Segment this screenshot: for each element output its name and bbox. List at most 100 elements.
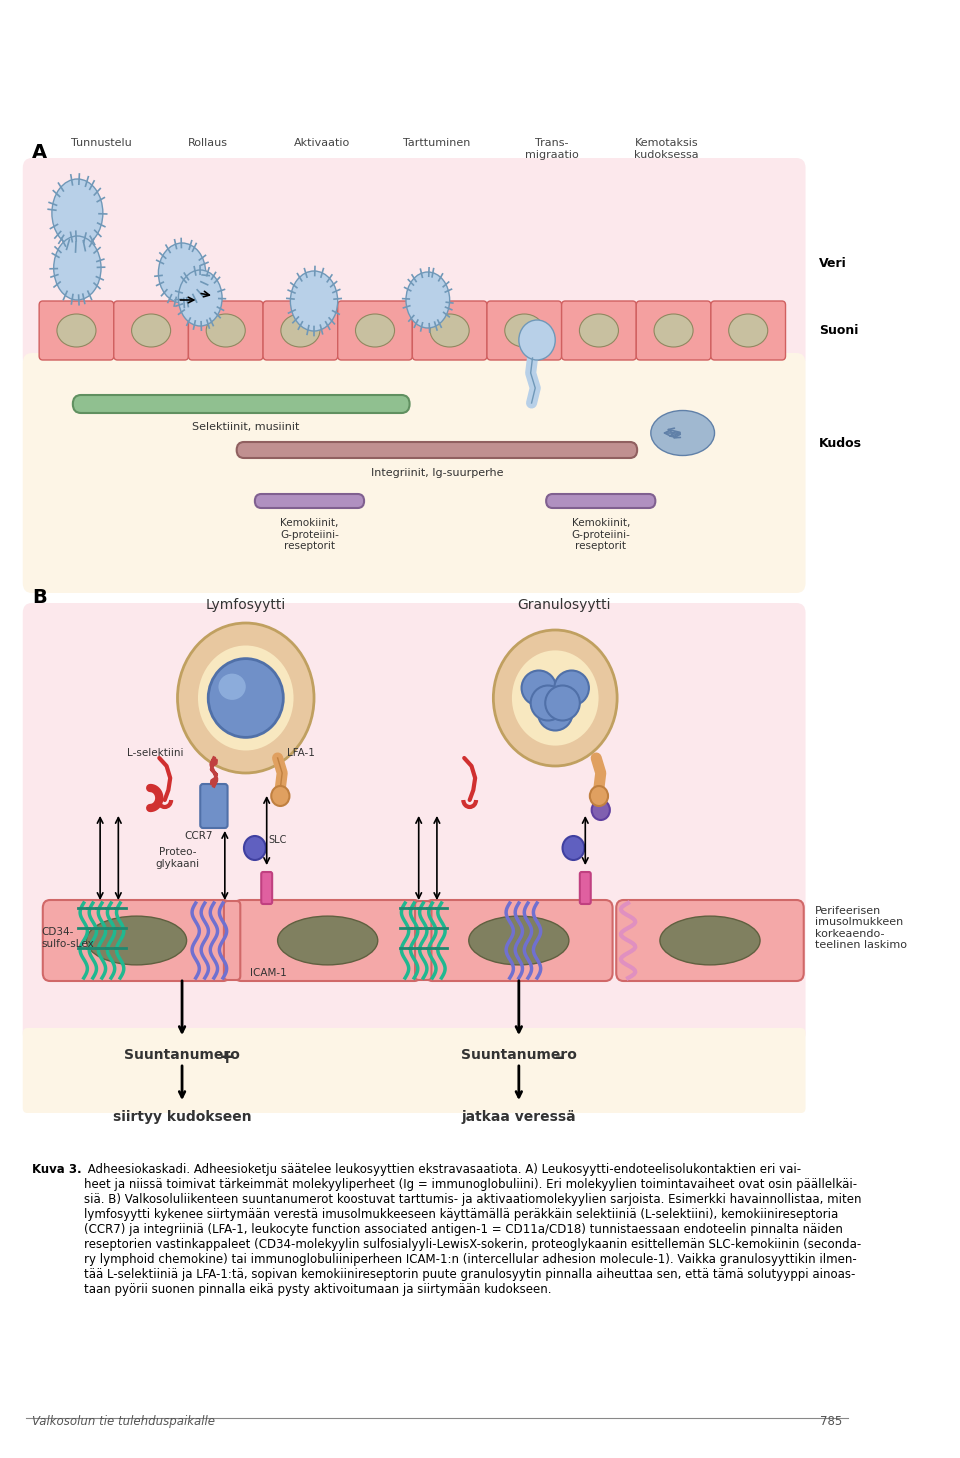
- FancyBboxPatch shape: [224, 901, 240, 980]
- Text: jatkaa veressä: jatkaa veressä: [462, 1110, 576, 1124]
- Text: ICAM-1: ICAM-1: [251, 968, 287, 978]
- Text: Perifeerisen
imusolmukkeen
korkeaendo-
teelinen laskimo: Perifeerisen imusolmukkeen korkeaendo- t…: [815, 905, 906, 951]
- FancyBboxPatch shape: [711, 300, 785, 360]
- Text: 785: 785: [820, 1416, 842, 1427]
- Ellipse shape: [86, 916, 186, 965]
- Ellipse shape: [660, 916, 760, 965]
- Text: –: –: [555, 1048, 564, 1067]
- Ellipse shape: [219, 674, 246, 700]
- Circle shape: [178, 623, 314, 773]
- FancyBboxPatch shape: [580, 872, 590, 904]
- Ellipse shape: [355, 313, 395, 347]
- Circle shape: [272, 786, 290, 806]
- FancyBboxPatch shape: [201, 784, 228, 828]
- Circle shape: [512, 650, 599, 745]
- Circle shape: [198, 646, 294, 751]
- Text: Suuntanumero: Suuntanumero: [461, 1048, 577, 1061]
- Ellipse shape: [580, 313, 618, 347]
- FancyBboxPatch shape: [562, 300, 636, 360]
- Text: Lymfosyytti: Lymfosyytti: [205, 598, 286, 612]
- FancyBboxPatch shape: [237, 442, 637, 458]
- Text: siirtyy kudokseen: siirtyy kudokseen: [112, 1110, 252, 1124]
- Ellipse shape: [430, 313, 469, 347]
- Text: B: B: [32, 588, 47, 607]
- Text: A: A: [32, 143, 47, 162]
- FancyBboxPatch shape: [39, 300, 114, 360]
- Text: Trans-
migraatio: Trans- migraatio: [525, 139, 579, 159]
- Ellipse shape: [52, 179, 103, 246]
- Circle shape: [589, 786, 608, 806]
- FancyBboxPatch shape: [254, 494, 364, 507]
- Ellipse shape: [281, 313, 320, 347]
- FancyBboxPatch shape: [23, 157, 805, 367]
- Ellipse shape: [468, 916, 569, 965]
- Ellipse shape: [521, 671, 556, 706]
- Text: Selektiinit, musiinit: Selektiinit, musiinit: [192, 421, 300, 432]
- Text: Valkosolun tie tulehduspaikalle: Valkosolun tie tulehduspaikalle: [32, 1416, 215, 1427]
- FancyBboxPatch shape: [261, 872, 273, 904]
- Ellipse shape: [132, 313, 171, 347]
- Ellipse shape: [406, 273, 449, 328]
- Text: L-selektiini: L-selektiini: [128, 748, 184, 758]
- Text: SLC: SLC: [269, 835, 287, 846]
- FancyBboxPatch shape: [23, 604, 805, 1042]
- Text: Kemokiinit,
G-proteiini-
reseptorit: Kemokiinit, G-proteiini- reseptorit: [280, 518, 339, 551]
- Ellipse shape: [206, 313, 245, 347]
- Text: Adheesiokaskadi. Adheesioketju säätelee leukosyyttien ekstravasaatiota. A) Leuko: Adheesiokaskadi. Adheesioketju säätelee …: [84, 1163, 861, 1296]
- Ellipse shape: [654, 313, 693, 347]
- Ellipse shape: [158, 243, 205, 303]
- Circle shape: [563, 835, 585, 860]
- Ellipse shape: [54, 236, 101, 300]
- Text: Integriinit, Ig-suurperhe: Integriinit, Ig-suurperhe: [371, 468, 503, 478]
- FancyBboxPatch shape: [413, 300, 487, 360]
- FancyBboxPatch shape: [487, 300, 562, 360]
- FancyBboxPatch shape: [546, 494, 656, 507]
- Text: LFA-1: LFA-1: [287, 748, 315, 758]
- FancyBboxPatch shape: [23, 353, 805, 593]
- Text: Tunnustelu: Tunnustelu: [71, 139, 132, 149]
- Ellipse shape: [554, 671, 588, 706]
- Circle shape: [493, 630, 617, 765]
- FancyBboxPatch shape: [234, 900, 421, 981]
- Ellipse shape: [545, 685, 580, 720]
- FancyBboxPatch shape: [616, 900, 804, 981]
- Text: Kemokiinit,
G-proteiini-
reseptorit: Kemokiinit, G-proteiini- reseptorit: [571, 518, 630, 551]
- FancyBboxPatch shape: [415, 901, 431, 980]
- FancyBboxPatch shape: [636, 300, 711, 360]
- FancyBboxPatch shape: [73, 395, 410, 413]
- Ellipse shape: [538, 695, 572, 730]
- Ellipse shape: [57, 313, 96, 347]
- FancyBboxPatch shape: [23, 1028, 805, 1112]
- Ellipse shape: [651, 411, 714, 455]
- Ellipse shape: [208, 659, 283, 738]
- Text: Proteo-
glykaani: Proteo- glykaani: [156, 847, 200, 869]
- FancyBboxPatch shape: [263, 300, 338, 360]
- Ellipse shape: [277, 916, 377, 965]
- Text: Veri: Veri: [819, 257, 847, 270]
- Circle shape: [591, 800, 610, 819]
- Text: Rollaus: Rollaus: [187, 139, 228, 149]
- Ellipse shape: [505, 313, 543, 347]
- Ellipse shape: [729, 313, 768, 347]
- Ellipse shape: [531, 685, 565, 720]
- Text: Kudos: Kudos: [819, 436, 862, 449]
- Text: +: +: [219, 1048, 235, 1067]
- FancyBboxPatch shape: [43, 900, 230, 981]
- FancyBboxPatch shape: [425, 900, 612, 981]
- Text: Suuntanumero: Suuntanumero: [124, 1048, 240, 1061]
- Circle shape: [244, 835, 266, 860]
- Text: CCR7: CCR7: [184, 831, 213, 841]
- Text: Tarttuminen: Tarttuminen: [403, 139, 470, 149]
- Ellipse shape: [179, 270, 222, 327]
- Text: CD34-
sulfo-sLex: CD34- sulfo-sLex: [41, 927, 94, 949]
- Text: Kuva 3.: Kuva 3.: [32, 1163, 82, 1177]
- Text: Granulosyytti: Granulosyytti: [517, 598, 612, 612]
- Text: Aktivaatio: Aktivaatio: [294, 139, 350, 149]
- FancyBboxPatch shape: [114, 300, 188, 360]
- FancyBboxPatch shape: [188, 300, 263, 360]
- Ellipse shape: [290, 271, 338, 331]
- Text: Suoni: Suoni: [819, 324, 858, 337]
- FancyBboxPatch shape: [338, 300, 413, 360]
- Text: Kemotaksis
kudoksessa: Kemotaksis kudoksessa: [634, 139, 699, 159]
- Ellipse shape: [518, 319, 555, 360]
